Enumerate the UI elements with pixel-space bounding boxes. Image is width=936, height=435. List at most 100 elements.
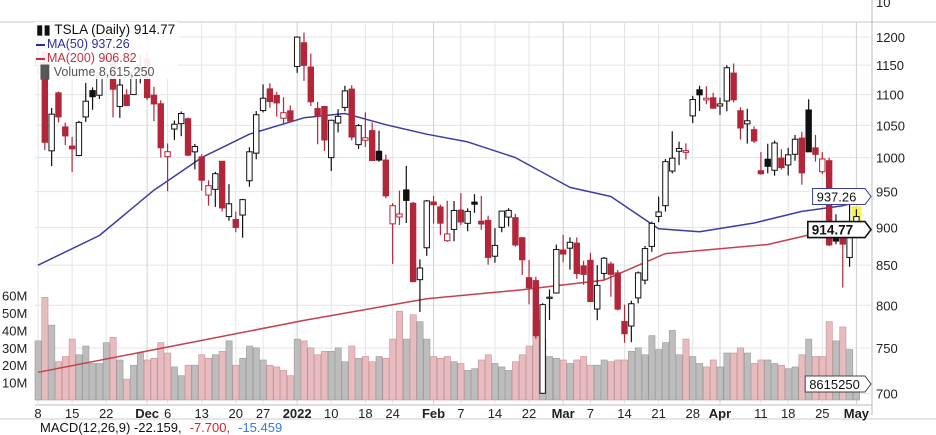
legend-ma50: MA(50) 937.26 bbox=[47, 37, 130, 51]
candle-down bbox=[621, 321, 628, 335]
volume-bar bbox=[143, 359, 151, 401]
volume-bar bbox=[300, 340, 308, 401]
volume-bars-icon: ▐▌ bbox=[36, 65, 54, 79]
volume-bar bbox=[150, 357, 158, 401]
volume-bar bbox=[750, 363, 758, 401]
volume-bar bbox=[116, 359, 124, 401]
volume-bar bbox=[525, 345, 533, 401]
volume-bar bbox=[505, 370, 513, 401]
candle-down bbox=[573, 242, 580, 275]
volume-bar bbox=[484, 354, 492, 401]
volume-bar bbox=[457, 363, 465, 401]
candle-up bbox=[239, 199, 246, 216]
volume-bar bbox=[184, 364, 192, 401]
legend-title: TSLA (Daily) 914.77 bbox=[54, 22, 176, 37]
volume-bar bbox=[641, 354, 649, 401]
volume-bar bbox=[553, 357, 560, 401]
volume-bar bbox=[593, 364, 601, 401]
candle-up bbox=[634, 272, 642, 299]
date-tick-label: 8 bbox=[34, 406, 41, 421]
volume-bar bbox=[368, 361, 376, 401]
date-tick-label: 10 bbox=[324, 406, 338, 421]
candlestick-icon: ▮▮ bbox=[36, 22, 51, 37]
volume-bar bbox=[668, 330, 676, 401]
volume-bar bbox=[743, 352, 751, 401]
volume-bar bbox=[205, 357, 212, 401]
candle-up bbox=[498, 210, 505, 228]
volume-bar bbox=[764, 359, 772, 401]
date-tick-label: 2022 bbox=[283, 406, 312, 421]
volume-bar bbox=[89, 363, 97, 401]
volume-bar bbox=[280, 370, 288, 401]
candle-down bbox=[730, 72, 737, 101]
candle-down bbox=[232, 219, 239, 228]
volume-bar bbox=[573, 359, 581, 401]
candle-up bbox=[744, 120, 751, 125]
candle-down bbox=[437, 206, 444, 224]
candle-up bbox=[675, 148, 683, 152]
volume-bar bbox=[634, 347, 642, 401]
ma200-swatch-icon bbox=[36, 57, 45, 60]
volume-bar bbox=[689, 356, 697, 401]
volume-bar bbox=[784, 368, 792, 401]
candle-up bbox=[293, 36, 301, 67]
volume-bar bbox=[512, 361, 519, 401]
candle-down bbox=[512, 217, 519, 246]
candle-down bbox=[587, 259, 594, 303]
candle-down bbox=[478, 220, 485, 225]
candle-down bbox=[519, 237, 526, 261]
volume-value-tag-box bbox=[804, 375, 872, 393]
volume-bar bbox=[314, 354, 322, 401]
candle-up bbox=[328, 119, 335, 159]
candle-down bbox=[218, 160, 226, 209]
candle-down bbox=[368, 130, 376, 161]
volume-bar bbox=[293, 338, 301, 401]
candle-down bbox=[696, 89, 703, 96]
ma200-line bbox=[37, 221, 864, 374]
candle-up bbox=[648, 222, 655, 247]
date-tick-label: 22 bbox=[522, 406, 536, 421]
volume-tick-label: 50M bbox=[2, 306, 27, 321]
candle-up bbox=[389, 205, 396, 225]
volume-bar bbox=[82, 345, 90, 401]
candle-up bbox=[82, 100, 89, 118]
candle-up bbox=[75, 121, 83, 156]
candle-down bbox=[812, 147, 819, 155]
volume-bar bbox=[471, 368, 478, 401]
volume-bar bbox=[61, 356, 69, 401]
date-tick-label: Apr bbox=[709, 406, 731, 421]
candle-up bbox=[212, 173, 219, 190]
candle-up bbox=[791, 138, 799, 155]
volume-bar bbox=[246, 345, 253, 401]
volume-bar bbox=[614, 359, 622, 401]
volume-bar bbox=[225, 340, 233, 401]
volume-bar bbox=[662, 342, 669, 401]
price-tick-label: 1100 bbox=[876, 88, 904, 103]
candle-down bbox=[403, 189, 410, 201]
candle-up bbox=[655, 211, 662, 217]
candle-down bbox=[150, 94, 158, 105]
legend-ma200-row: MA(200) 906.82 bbox=[36, 51, 175, 65]
candle-down bbox=[532, 280, 540, 337]
volume-bar bbox=[825, 321, 833, 401]
volume-bar bbox=[164, 352, 172, 401]
volume-bar bbox=[443, 356, 451, 401]
volume-bar bbox=[389, 338, 397, 401]
volume-bar bbox=[805, 338, 813, 401]
candle-up bbox=[464, 210, 471, 224]
price-tick-label: 800 bbox=[876, 298, 898, 313]
volume-bar bbox=[791, 366, 799, 401]
volume-tick-label: 60M bbox=[2, 289, 27, 304]
candle-down bbox=[382, 159, 390, 197]
volume-bar bbox=[273, 366, 281, 401]
volume-bar bbox=[716, 366, 724, 401]
candle-down bbox=[287, 110, 294, 122]
volume-bar bbox=[839, 326, 847, 401]
legend-volume: Volume 8,615,250 bbox=[53, 65, 155, 79]
price-tick-label: 1000 bbox=[876, 151, 905, 166]
volume-bar bbox=[75, 354, 83, 401]
volume-bar bbox=[355, 357, 363, 401]
candle-down bbox=[314, 108, 321, 117]
candle-up bbox=[450, 209, 458, 230]
